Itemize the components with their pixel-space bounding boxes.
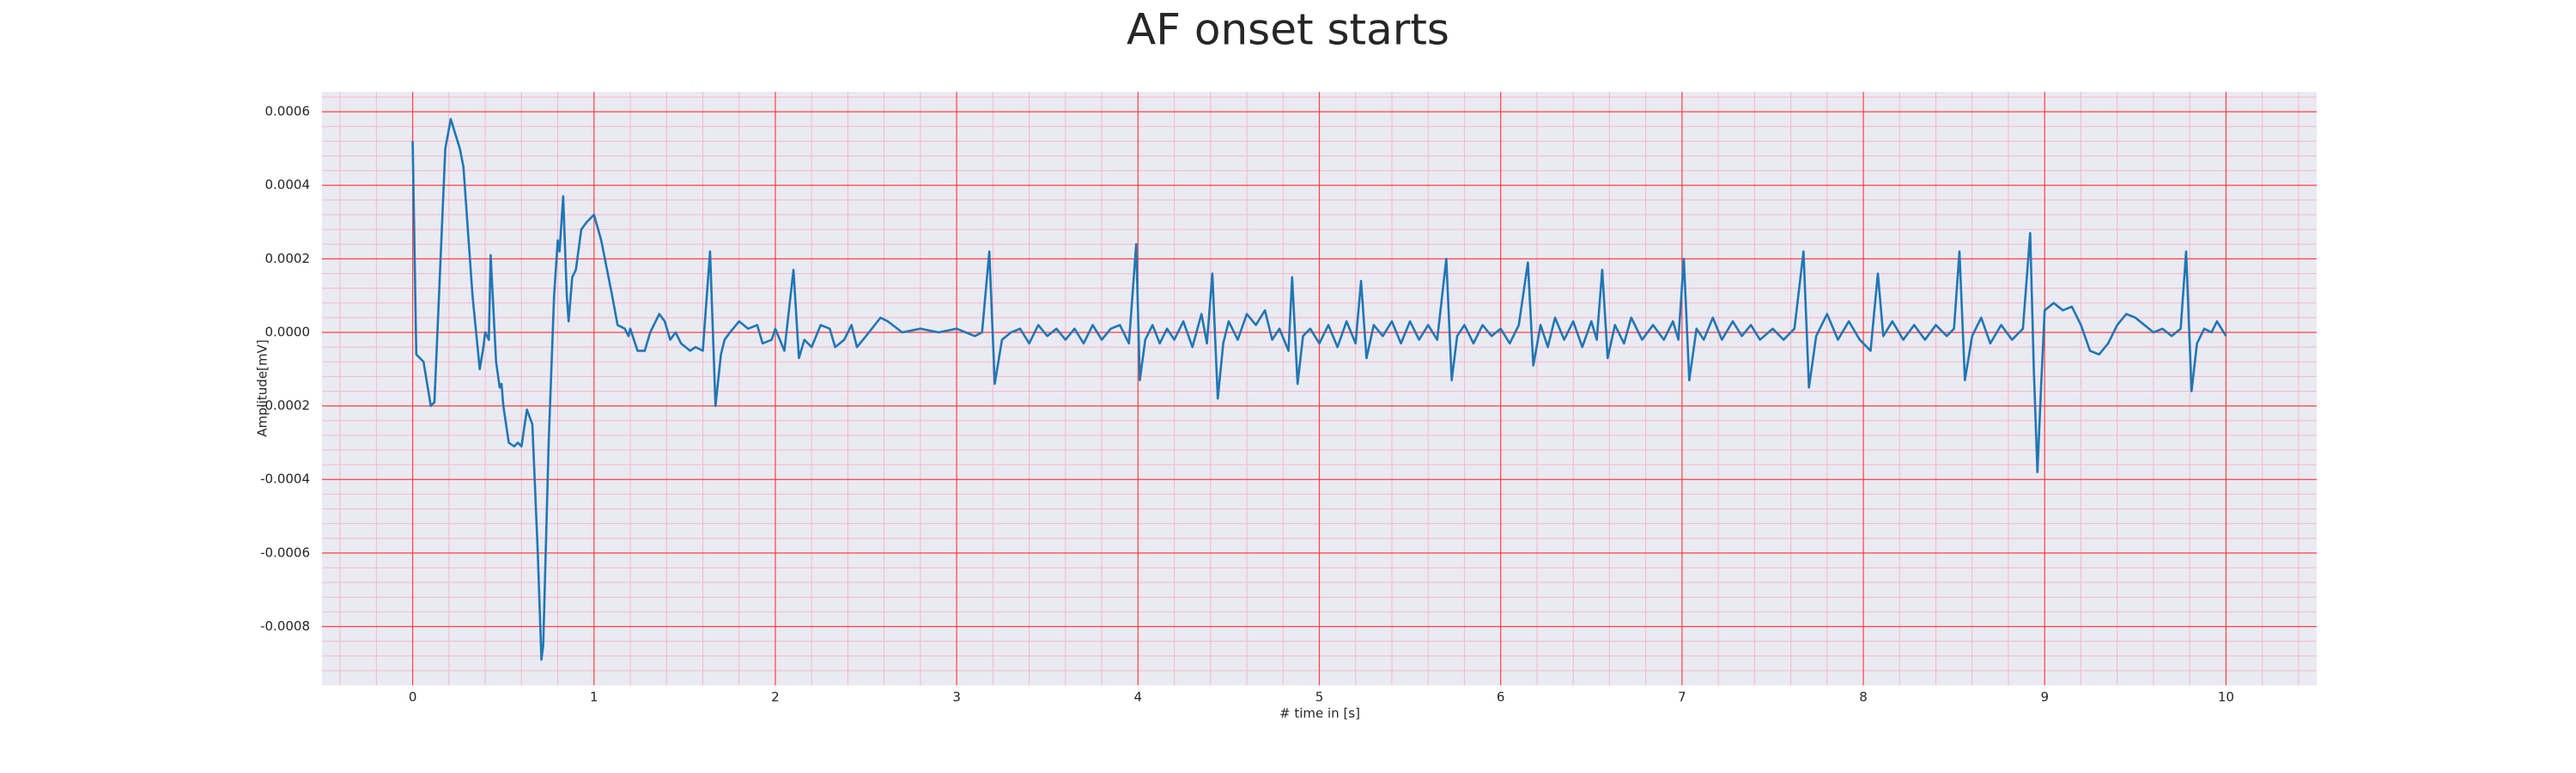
y-tick-label: 0.0002 <box>265 251 311 266</box>
y-tick-label: -0.0008 <box>260 618 310 634</box>
x-tick-label: 8 <box>1859 690 1868 705</box>
x-tick-label: 3 <box>952 690 961 705</box>
x-tick-label: 0 <box>409 690 417 705</box>
x-tick-label: 4 <box>1134 690 1143 705</box>
signal-line <box>411 118 2227 661</box>
x-axis-label: # time in [s] <box>1279 706 1360 721</box>
y-tick-label: 0.0006 <box>265 104 311 119</box>
y-axis-label: Amplitude[mV] <box>255 339 270 436</box>
y-tick-label: -0.0006 <box>260 545 310 560</box>
x-tick-label: 10 <box>2218 690 2234 705</box>
x-tick-label: 1 <box>590 690 598 705</box>
x-tick-label: 5 <box>1315 690 1324 705</box>
x-tick-label: 9 <box>2040 690 2049 705</box>
x-tick-label: 7 <box>1678 690 1686 705</box>
x-tick-label: 6 <box>1497 690 1505 705</box>
y-tick-label: 0.0004 <box>265 177 311 192</box>
y-tick-label: -0.0004 <box>260 472 310 487</box>
x-tick-label: 2 <box>771 690 780 705</box>
chart-title: AF onset starts <box>1127 5 1449 55</box>
y-tick-label: 0.0000 <box>265 324 311 339</box>
y-tick-label: -0.0002 <box>260 398 310 413</box>
